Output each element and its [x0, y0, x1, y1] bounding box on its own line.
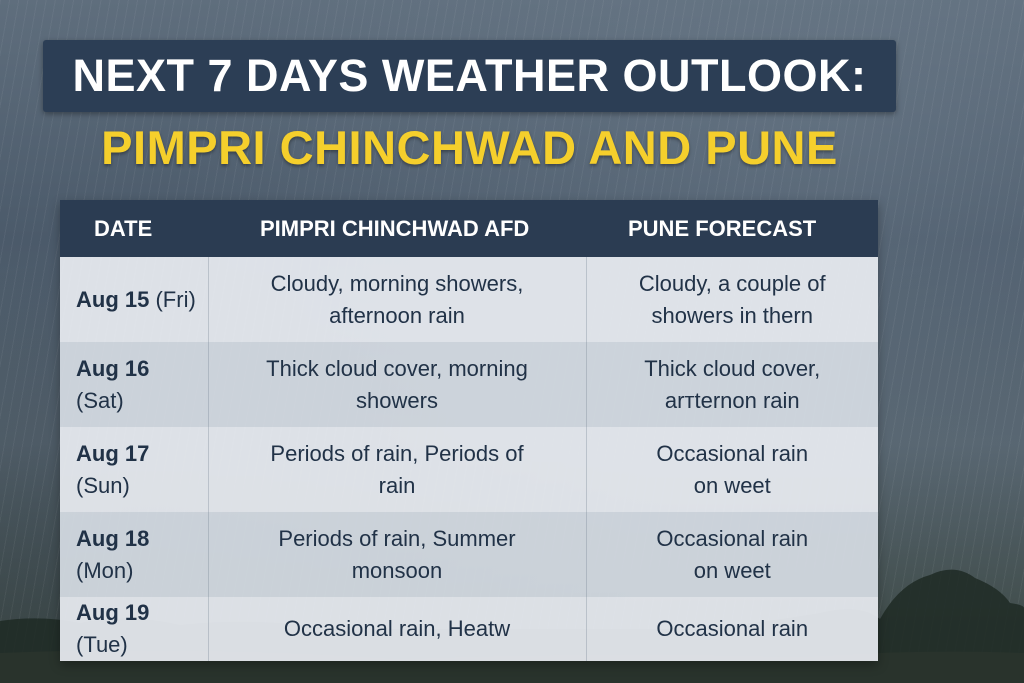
- table-row: Aug 15 (Fri) Cloudy, morning showers, af…: [60, 257, 878, 342]
- weekday-label: (Mon): [76, 557, 134, 583]
- forecast-line: Occasional rain: [656, 440, 809, 466]
- weekday-label: (Fri): [155, 286, 196, 312]
- table-row: Aug 16 (Sat) Thick cloud cover, morning …: [60, 342, 878, 427]
- table-row: Aug 19 (Tue) Occasional rain, Heatw Occa…: [60, 597, 878, 661]
- forecast-line: showers in thern: [651, 302, 813, 328]
- table-header: DATE PIMPRI CHINCHWAD AFD PUNE FORECAST: [60, 200, 878, 257]
- pune-forecast-cell: Occasional rain: [586, 597, 878, 661]
- pune-forecast-cell: Occasional rain on weet: [586, 427, 878, 512]
- forecast-line: Cloudy, a couple of: [638, 270, 826, 296]
- forecast-line: Occasional rain, Heatw: [283, 616, 511, 641]
- forecast-line: on weet: [693, 557, 771, 583]
- pimpri-chinchwad-forecast-cell: Periods of rain, Periods of rain: [208, 427, 587, 512]
- date-cell: Aug 16 (Sat): [60, 342, 209, 427]
- date-cell: Aug 18 (Mon): [60, 512, 209, 597]
- table-row: Aug 18 (Mon) Periods of rain, Summer mon…: [60, 512, 878, 597]
- date-label: Aug 18: [76, 525, 150, 551]
- forecast-line: arтternon rain: [664, 387, 800, 413]
- pune-forecast-cell: Cloudy, a couple of showers in thern: [586, 257, 878, 342]
- forecast-line: Cloudy, morning showers,: [270, 270, 524, 296]
- forecast-line: Occasional rain: [656, 525, 809, 551]
- weekday-label: (Tue): [76, 632, 128, 657]
- weekday-label: (Sun): [76, 472, 130, 498]
- date-label: Aug 19: [76, 600, 150, 625]
- pimpri-chinchwad-forecast-cell: Periods of rain, Summer monsoon: [208, 512, 587, 597]
- page-subtitle: PIMPRI CHINCHWAD AND PUNE: [101, 121, 838, 174]
- page-title: NEXT 7 DAYS WEATHER OUTLOOK:: [72, 50, 867, 101]
- weekday-label: (Sat): [76, 387, 124, 413]
- forecast-line: showers: [356, 387, 438, 413]
- forecast-line: Thick cloud cover, morning: [266, 355, 528, 381]
- title-banner: [43, 40, 896, 112]
- forecast-line: Occasional rain: [656, 616, 809, 641]
- forecast-line: afternoon rain: [329, 302, 465, 328]
- column-header-pune: PUNE FORECAST: [586, 200, 878, 257]
- pimpri-chinchwad-forecast-cell: Cloudy, morning showers, afternoon rain: [208, 257, 587, 342]
- pune-forecast-cell: Thick cloud cover, arтternon rain: [586, 342, 878, 427]
- date-label: Aug 17: [76, 440, 150, 466]
- date-cell: Aug 15 (Fri): [60, 257, 209, 342]
- pune-forecast-cell: Occasional rain on weet: [586, 512, 878, 597]
- forecast-line: Thick cloud cover,: [644, 355, 821, 381]
- forecast-line: monsoon: [351, 557, 443, 583]
- date-label: Aug 15: [76, 286, 150, 312]
- column-header-date: DATE: [60, 200, 208, 257]
- forecast-line: rain: [378, 472, 416, 498]
- column-header-pimpri-chinchwad: PIMPRI CHINCHWAD AFD: [208, 200, 586, 257]
- forecast-line: Periods of rain, Summer: [278, 525, 516, 551]
- forecast-table: DATE PIMPRI CHINCHWAD AFD PUNE FORECAST …: [60, 200, 878, 661]
- table-row: Aug 17 (Sun) Periods of rain, Periods of…: [60, 427, 878, 512]
- date-cell: Aug 19 (Tue): [60, 597, 209, 661]
- pimpri-chinchwad-forecast-cell: Occasional rain, Heatw: [208, 597, 587, 661]
- forecast-line: Periods of rain, Periods of: [270, 440, 524, 466]
- date-label: Aug 16: [76, 355, 150, 381]
- forecast-line: on weet: [693, 472, 771, 498]
- date-cell: Aug 17 (Sun): [60, 427, 209, 512]
- pimpri-chinchwad-forecast-cell: Thick cloud cover, morning showers: [208, 342, 587, 427]
